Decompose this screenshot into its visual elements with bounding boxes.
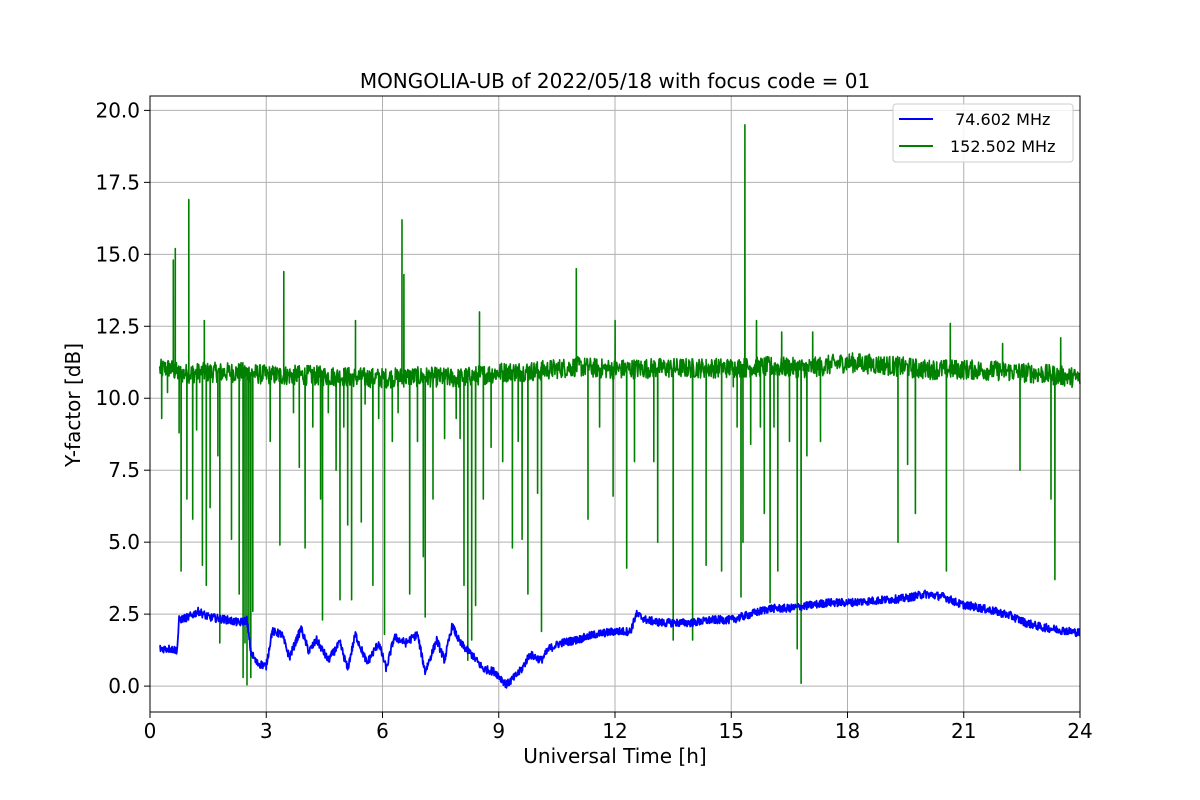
- y-tick-label: 5.0: [108, 530, 140, 554]
- x-axis-label: Universal Time [h]: [523, 744, 706, 768]
- series-layer: [158, 124, 1081, 689]
- y-tick-label: 0.0: [108, 674, 140, 698]
- x-tick-label: 6: [376, 719, 389, 743]
- series-line-74-mhz: [159, 589, 1081, 689]
- legend-label-74-mhz: 74.602 MHz: [950, 110, 1050, 129]
- y-tick-label: 20.0: [95, 98, 140, 122]
- x-tick-label: 3: [260, 719, 273, 743]
- x-tick-label: 0: [144, 719, 157, 743]
- chart-title: MONGOLIA-UB of 2022/05/18 with focus cod…: [360, 69, 870, 93]
- x-tick-label: 24: [1067, 719, 1092, 743]
- x-tick-label: 12: [602, 719, 627, 743]
- legend-box: [892, 103, 1074, 163]
- x-tick-label: 9: [492, 719, 505, 743]
- x-tick-label: 18: [835, 719, 860, 743]
- y-tick-label: 2.5: [108, 602, 140, 626]
- y-tick-label: 7.5: [108, 458, 140, 482]
- x-tick-label: 21: [951, 719, 976, 743]
- x-tick-label: 15: [719, 719, 744, 743]
- y-tick-label: 15.0: [95, 242, 140, 266]
- legend: 74.602 MHz 152.502 MHz: [892, 103, 1074, 163]
- y-axis-label: Y-factor [dB]: [61, 343, 85, 468]
- y-tick-label: 10.0: [95, 386, 140, 410]
- y-tick-label: 17.5: [95, 170, 140, 194]
- series-line-152-mhz: [158, 124, 1081, 686]
- y-tick-label: 12.5: [95, 314, 140, 338]
- y-axis: 0.0 2.5 5.0 7.5 10.0 12.5 15.0 17.5 20.0: [95, 98, 150, 698]
- x-axis: 0 3 6 9 12 15 18 21 24: [144, 712, 1093, 743]
- legend-label-152-mhz: 152.502 MHz: [950, 137, 1055, 156]
